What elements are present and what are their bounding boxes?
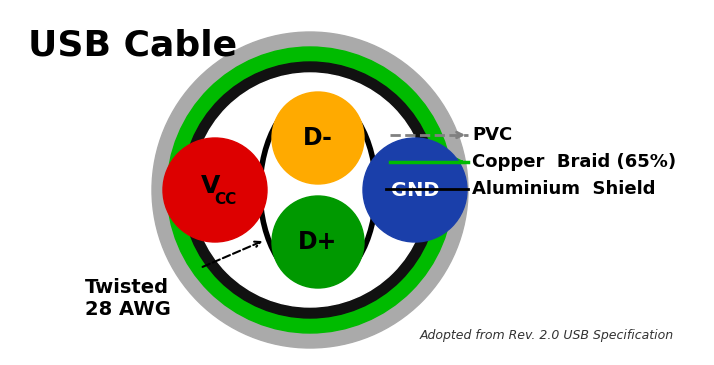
Text: V: V	[201, 174, 221, 198]
Circle shape	[272, 92, 364, 184]
Text: PVC: PVC	[472, 126, 512, 144]
Circle shape	[182, 62, 438, 318]
Circle shape	[163, 138, 267, 242]
Text: CC: CC	[214, 192, 236, 207]
Ellipse shape	[260, 95, 376, 285]
Text: D-: D-	[303, 126, 333, 150]
Text: Aluminium  Shield: Aluminium Shield	[472, 180, 655, 198]
Circle shape	[363, 138, 467, 242]
Circle shape	[167, 47, 453, 333]
Circle shape	[272, 196, 364, 288]
Circle shape	[152, 32, 468, 348]
Text: Copper  Braid (65%): Copper Braid (65%)	[472, 153, 676, 171]
Text: Twisted
28 AWG: Twisted 28 AWG	[85, 278, 171, 319]
Text: D+: D+	[298, 230, 338, 254]
Circle shape	[193, 73, 427, 307]
Text: GND: GND	[391, 181, 439, 200]
Text: USB Cable: USB Cable	[28, 28, 237, 62]
Text: Adopted from Rev. 2.0 USB Specification: Adopted from Rev. 2.0 USB Specification	[420, 328, 674, 342]
